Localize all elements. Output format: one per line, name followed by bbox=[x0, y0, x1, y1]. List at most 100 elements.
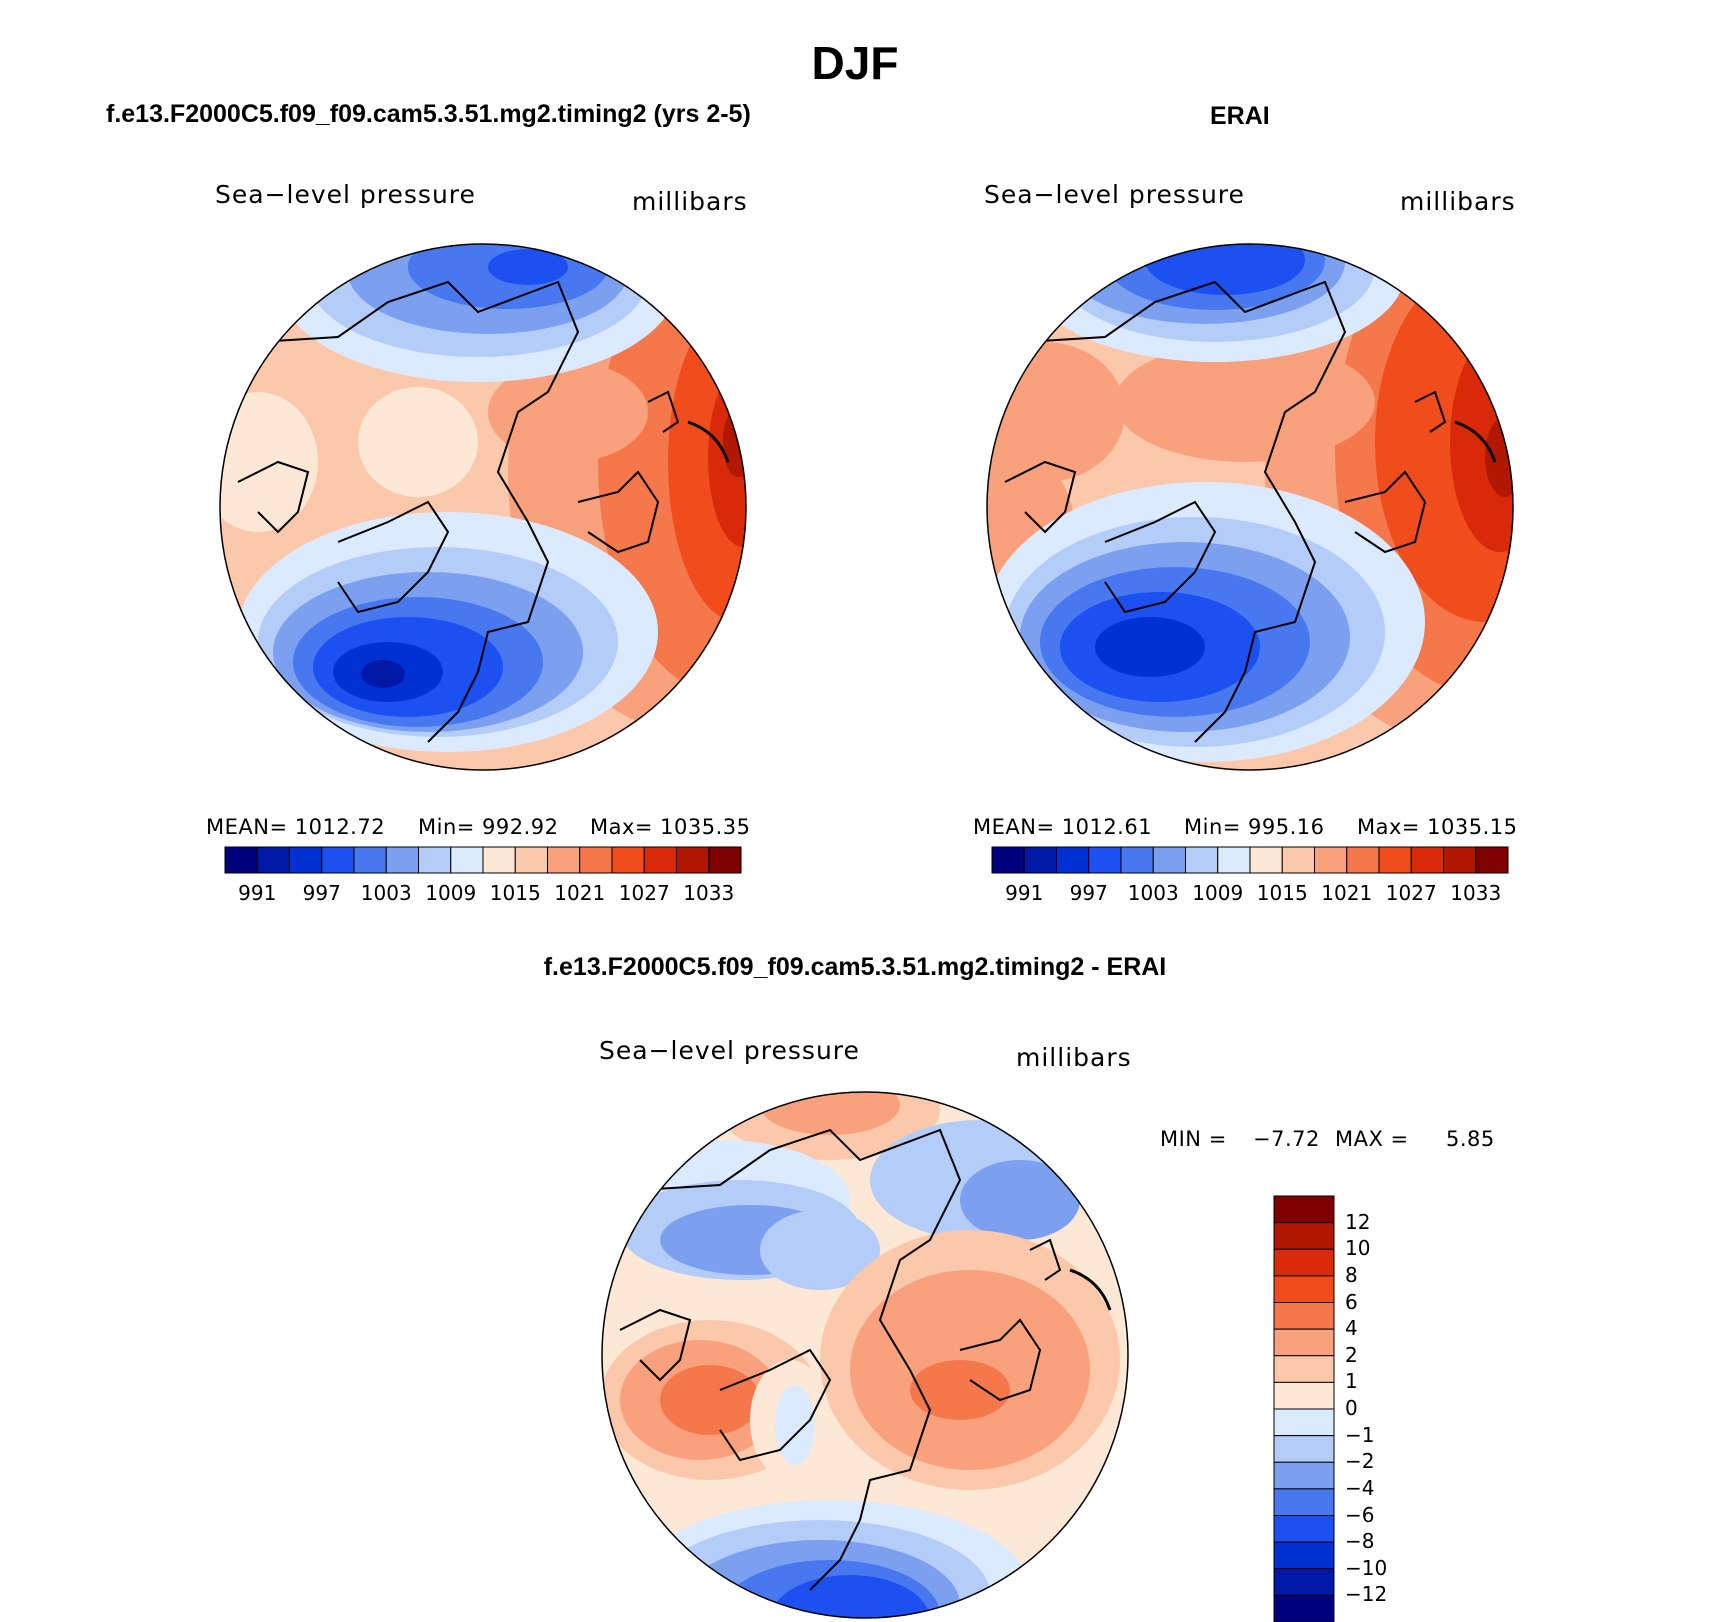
difference-colorbar-swatch bbox=[1273, 1488, 1335, 1516]
obs-mean-stat: MEAN= 1012.61 bbox=[973, 815, 1153, 839]
obs-colorbar bbox=[991, 846, 1509, 874]
difference-colorbar-tick-label: 10 bbox=[1345, 1236, 1371, 1261]
model-colorbar-swatch bbox=[289, 846, 323, 874]
difference-max-label: MAX = bbox=[1335, 1127, 1409, 1151]
model-colorbar-swatch bbox=[321, 846, 355, 874]
obs-colorbar-tick-label: 991 bbox=[1005, 881, 1044, 905]
obs-colorbar-swatch bbox=[1217, 846, 1251, 874]
model-colorbar-swatch bbox=[450, 846, 484, 874]
difference-units-label: millibars bbox=[1016, 1043, 1132, 1072]
difference-colorbar-tick-label: −4 bbox=[1345, 1475, 1375, 1500]
obs-colorbar-swatch bbox=[1410, 846, 1444, 874]
obs-units-label: millibars bbox=[1400, 187, 1516, 216]
difference-min-label: MIN = bbox=[1160, 1127, 1227, 1151]
difference-colorbar-swatch bbox=[1273, 1408, 1335, 1437]
model-colorbar-tick-label: 1033 bbox=[683, 881, 735, 905]
model-colorbar-swatch bbox=[482, 846, 516, 874]
obs-colorbar-swatch bbox=[1475, 846, 1509, 874]
difference-min-value: −7.72 bbox=[1253, 1127, 1320, 1151]
obs-colorbar-tick-label: 1021 bbox=[1321, 881, 1373, 905]
difference-colorbar-tick-label: −8 bbox=[1345, 1529, 1375, 1554]
difference-colorbar-tick-label: −1 bbox=[1345, 1422, 1375, 1447]
difference-colorbar-tick-label: −10 bbox=[1345, 1555, 1388, 1580]
obs-colorbar-swatch bbox=[1185, 846, 1219, 874]
difference-colorbar-tick-label: −6 bbox=[1345, 1502, 1375, 1527]
model-colorbar-tick-label: 1021 bbox=[554, 881, 606, 905]
obs-colorbar-swatch bbox=[1378, 846, 1412, 874]
model-colorbar-tick-label: 991 bbox=[238, 881, 277, 905]
model-colorbar-swatch bbox=[643, 846, 677, 874]
obs-polar-map bbox=[986, 243, 1514, 771]
difference-max-value: 5.85 bbox=[1446, 1127, 1495, 1151]
obs-colorbar-tick-label: 1033 bbox=[1450, 881, 1502, 905]
difference-colorbar-tick-label: 6 bbox=[1345, 1289, 1358, 1314]
obs-colorbar-swatch bbox=[1314, 846, 1348, 874]
difference-colorbar bbox=[1273, 1195, 1335, 1622]
difference-colorbar-swatch bbox=[1273, 1248, 1335, 1277]
difference-colorbar-tick-label: 1 bbox=[1345, 1369, 1358, 1394]
model-colorbar-tick-label: 997 bbox=[302, 881, 341, 905]
obs-colorbar-tick-label: 1015 bbox=[1256, 881, 1308, 905]
difference-colorbar-tick-label: −2 bbox=[1345, 1449, 1375, 1474]
model-variable-label: Sea−level pressure bbox=[215, 180, 476, 209]
model-colorbar bbox=[224, 846, 742, 874]
obs-variable-label: Sea−level pressure bbox=[984, 180, 1245, 209]
model-colorbar-tick-label: 1027 bbox=[618, 881, 670, 905]
model-colorbar-swatch bbox=[353, 846, 387, 874]
obs-colorbar-tick-label: 1027 bbox=[1385, 881, 1437, 905]
difference-colorbar-swatch bbox=[1273, 1594, 1335, 1622]
model-colorbar-swatch bbox=[547, 846, 581, 874]
model-colorbar-swatch bbox=[708, 846, 742, 874]
model-colorbar-swatch bbox=[224, 846, 258, 874]
difference-colorbar-tick-label: 2 bbox=[1345, 1342, 1358, 1367]
difference-colorbar-swatch bbox=[1273, 1355, 1335, 1383]
obs-colorbar-swatch bbox=[1443, 846, 1477, 874]
obs-colorbar-tick-label: 1003 bbox=[1127, 881, 1179, 905]
obs-colorbar-swatch bbox=[1120, 846, 1154, 874]
obs-colorbar-tick-label: 1009 bbox=[1192, 881, 1244, 905]
difference-colorbar-swatch bbox=[1273, 1568, 1335, 1596]
obs-colorbar-swatch bbox=[1249, 846, 1283, 874]
obs-colorbar-swatch bbox=[1023, 846, 1057, 874]
difference-colorbar-tick-label: 0 bbox=[1345, 1396, 1358, 1420]
model-colorbar-swatch bbox=[579, 846, 613, 874]
difference-panel-title: f.e13.F2000C5.f09_f09.cam5.3.51.mg2.timi… bbox=[543, 953, 1167, 981]
difference-colorbar-swatch bbox=[1273, 1328, 1335, 1357]
difference-colorbar-tick-label: 12 bbox=[1345, 1209, 1371, 1234]
model-units-label: millibars bbox=[632, 187, 748, 216]
model-colorbar-tick-label: 1009 bbox=[425, 881, 477, 905]
difference-colorbar-swatch bbox=[1273, 1461, 1335, 1490]
obs-colorbar-swatch bbox=[1056, 846, 1090, 874]
model-polar-map bbox=[219, 243, 747, 771]
obs-colorbar-swatch bbox=[1088, 846, 1122, 874]
difference-colorbar-swatch bbox=[1273, 1195, 1335, 1224]
difference-variable-label: Sea−level pressure bbox=[599, 1036, 860, 1065]
difference-colorbar-tick-label: −12 bbox=[1345, 1582, 1388, 1607]
difference-colorbar-tick-label: 4 bbox=[1345, 1316, 1358, 1341]
model-colorbar-swatch bbox=[611, 846, 645, 874]
obs-colorbar-tick-label: 997 bbox=[1069, 881, 1108, 905]
difference-colorbar-swatch bbox=[1273, 1541, 1335, 1570]
difference-colorbar-swatch bbox=[1273, 1302, 1335, 1330]
difference-colorbar-swatch bbox=[1273, 1222, 1335, 1250]
obs-min-stat: Min= 995.16 bbox=[1184, 815, 1325, 839]
page-title: DJF bbox=[811, 37, 899, 89]
obs-colorbar-swatch bbox=[1281, 846, 1315, 874]
model-colorbar-swatch bbox=[514, 846, 548, 874]
obs-colorbar-swatch bbox=[1152, 846, 1186, 874]
obs-colorbar-swatch bbox=[991, 846, 1025, 874]
difference-colorbar-swatch bbox=[1273, 1435, 1335, 1463]
model-mean-stat: MEAN= 1012.72 bbox=[206, 815, 386, 839]
model-colorbar-swatch bbox=[418, 846, 452, 874]
difference-colorbar-swatch bbox=[1273, 1381, 1335, 1410]
difference-colorbar-swatch bbox=[1273, 1275, 1335, 1303]
difference-polar-map bbox=[601, 1091, 1129, 1619]
model-colorbar-swatch bbox=[385, 846, 419, 874]
obs-panel-title: ERAI bbox=[1210, 102, 1270, 130]
obs-max-stat: Max= 1035.15 bbox=[1357, 815, 1518, 839]
model-panel-title: f.e13.F2000C5.f09_f09.cam5.3.51.mg2.timi… bbox=[106, 100, 751, 128]
model-colorbar-swatch bbox=[256, 846, 290, 874]
model-colorbar-tick-label: 1015 bbox=[489, 881, 541, 905]
model-colorbar-tick-label: 1003 bbox=[360, 881, 412, 905]
difference-colorbar-swatch bbox=[1273, 1515, 1335, 1543]
